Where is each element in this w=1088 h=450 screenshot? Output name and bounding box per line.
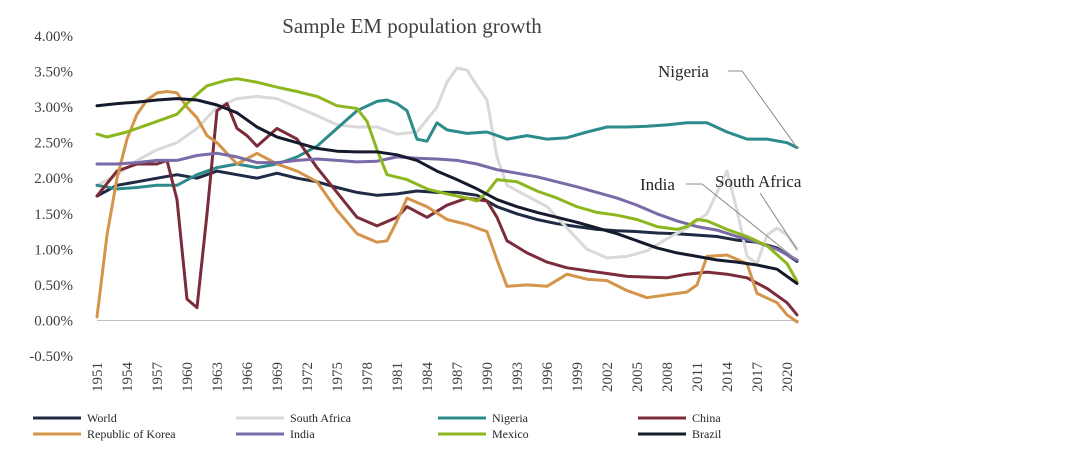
x-tick-label: 2014 [720,362,736,393]
x-tick-label: 2008 [660,362,676,392]
y-tick-label: 3.50% [34,65,73,81]
legend-item-world: World [33,411,117,425]
x-tick-label: 1963 [210,362,226,392]
x-tick-label: 2002 [600,362,616,392]
chart-title: Sample EM population growth [282,14,542,38]
x-tick-label: 2005 [630,362,646,392]
y-tick-label: 2.50% [34,136,73,152]
series-lines [95,66,799,324]
x-tick-label: 1978 [360,362,376,392]
legend-label: Nigeria [492,411,529,425]
series-line-brazil [95,97,799,285]
legend: World South Africa Nigeria China Republic of… [33,411,722,441]
x-tick-label: 1990 [480,362,496,392]
annotation-leader-line [728,70,798,148]
series-line-republic-of-korea [95,90,799,324]
legend-label: World [87,411,117,425]
x-axis: 1951 1954 1957 1960 1963 1966 1969 1972 1975 1978… [90,319,799,393]
legend-item-india: India [236,427,315,441]
legend-label: China [692,411,721,425]
x-tick-label: 1984 [420,362,436,393]
annotations: Nigeria India South Africa [640,62,802,261]
x-tick-label: 1987 [450,362,466,393]
legend-label: Mexico [492,427,529,441]
x-tick-label: 1981 [390,362,406,392]
x-tick-label: 1972 [300,362,316,392]
x-tick-label: 2020 [780,362,796,392]
series-line-china [95,102,799,317]
x-tick-label: 1999 [570,362,586,392]
x-tick-label: 1975 [330,362,346,392]
annotation-nigeria: Nigeria [658,62,709,81]
series-line-south-africa [95,66,799,266]
series-line-mexico [95,77,799,283]
x-tick-label: 1996 [540,362,556,393]
y-axis: 4.00% 3.50% 3.00% 2.50% 2.00% 1.50% 1.00% 0.50%… [29,29,73,365]
x-tick-label: 2011 [690,362,706,391]
legend-item-china: China [638,411,721,425]
series-line-india [95,151,799,262]
x-tick-label: 1954 [120,362,136,393]
y-tick-label: 1.50% [34,207,73,223]
x-tick-label: 1966 [240,362,256,393]
series-line-nigeria [95,98,799,191]
x-tick-label: 1993 [510,362,526,392]
y-tick-label: 0.50% [34,278,73,294]
x-tick-label: 1969 [270,362,286,392]
legend-label: South Africa [290,411,352,425]
annotation-leader-line [686,183,798,261]
legend-item-brazil: Brazil [638,427,722,441]
legend-label: Brazil [692,427,722,441]
x-tick-label: 1957 [150,362,166,393]
legend-item-nigeria: Nigeria [438,411,529,425]
y-tick-label: 3.00% [34,100,73,116]
annotation-india: India [640,175,675,194]
legend-item-south-africa: South Africa [236,411,352,425]
y-tick-label: 0.00% [34,313,73,329]
y-tick-label: 4.00% [34,29,73,45]
annotation-south-africa: South Africa [715,172,802,191]
x-tick-label: 1951 [90,362,106,392]
x-tick-label: 1960 [180,362,196,392]
y-tick-label: 1.00% [34,242,73,258]
y-tick-label: 2.00% [34,171,73,187]
x-tick-label: 2017 [750,362,766,393]
legend-item-mexico: Mexico [438,427,529,441]
y-tick-label: -0.50% [29,349,73,365]
annotation-leader-line [759,192,798,250]
legend-label: India [290,427,315,441]
legend-item-republic-of-korea: Republic of Korea [33,427,176,441]
legend-label: Republic of Korea [87,427,176,441]
